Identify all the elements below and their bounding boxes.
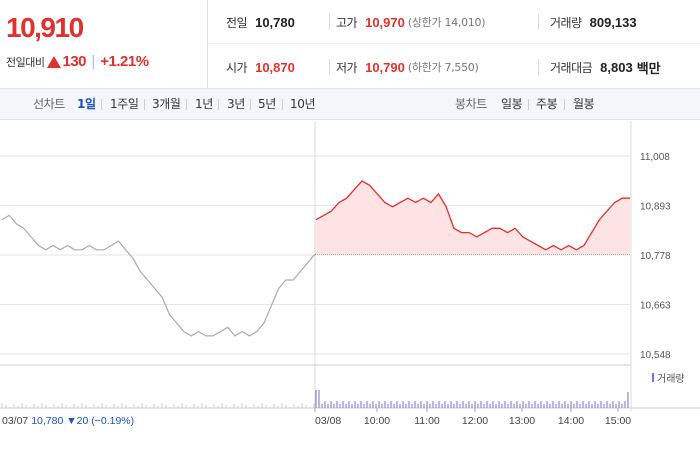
y-tick-label: 10,548 (640, 350, 671, 361)
separator (282, 99, 283, 110)
divider (329, 59, 330, 75)
x-tick-label: 12:00 (462, 415, 488, 427)
stats-panel: 전일 10,780 고가 10,970 (상한가 14,010) 거래량 809… (209, 0, 700, 89)
today-price-line (315, 180, 630, 251)
stat-unit: 백만 (636, 60, 661, 76)
current-price: 10,910 (6, 12, 84, 43)
y-tick-label: 11,008 (640, 152, 670, 163)
footer-readout: 03/07 10,780 ▼20 (−0.19%) (2, 415, 134, 427)
up-triangle-icon (47, 55, 62, 68)
period-1y-button[interactable]: 1년 (195, 97, 213, 111)
divider (538, 59, 539, 75)
candle-weekly-button[interactable]: 주봉 (536, 97, 558, 111)
x-tick-label: 14:00 (558, 415, 584, 427)
change-percent: +1.21% (100, 53, 149, 70)
stat-value: 10,970 (365, 14, 405, 30)
price-chart[interactable]: 11,008 10,893 10,778 10,663 10,548 거래량 03/08 10… (0, 121, 700, 450)
period-1d-button[interactable]: 1일 (77, 97, 96, 111)
stat-label: 고가 (336, 15, 358, 30)
current-price-box: 10,910 전일대비 130 | +1.21% (0, 0, 208, 89)
stat-label: 전일 (226, 15, 248, 30)
period-3m-button[interactable]: 3개월 (152, 97, 181, 111)
stat-prev-close: 전일 10,780 (226, 0, 295, 44)
separator (218, 99, 219, 110)
separator (250, 99, 251, 110)
separator (564, 99, 565, 110)
stat-low: 저가 10,790 (하한가 7,550) (336, 45, 479, 89)
x-tick-label: 11:00 (414, 415, 440, 427)
period-1w-button[interactable]: 1주일 (110, 97, 139, 111)
stat-label: 거래대금 (550, 60, 593, 75)
y-tick-label: 10,778 (640, 251, 671, 262)
change-label: 전일대비 (6, 55, 45, 69)
separator: | (91, 53, 96, 70)
period-10y-button[interactable]: 10년 (290, 97, 316, 111)
volume-legend-swatch (652, 373, 654, 382)
stat-value: 8,803 (600, 59, 633, 75)
period-5y-button[interactable]: 5년 (258, 97, 276, 111)
previous-day-line (1, 214, 316, 337)
separator (101, 99, 102, 110)
separator (528, 99, 529, 110)
separator (144, 99, 145, 110)
candle-monthly-button[interactable]: 월봉 (573, 97, 595, 111)
x-tick-label: 13:00 (509, 415, 535, 427)
volume-legend-label: 거래량 (657, 373, 685, 385)
stat-high: 고가 10,970 (상한가 14,010) (336, 0, 486, 44)
y-tick-label: 10,663 (640, 301, 671, 312)
change-amount: 130 (62, 53, 87, 70)
price-chart-svg: 11,008 10,893 10,778 10,663 10,548 거래량 03/08 10… (0, 121, 700, 427)
today-fill-area (316, 181, 630, 255)
period-3y-button[interactable]: 3년 (227, 97, 245, 111)
divider (329, 14, 330, 30)
stat-label: 저가 (336, 60, 358, 75)
stat-turnover: 거래대금 8,803 백만 (550, 45, 661, 89)
stat-label: 시가 (226, 60, 248, 75)
stat-label: 거래량 (550, 15, 582, 30)
candle-daily-button[interactable]: 일봉 (501, 97, 523, 111)
stat-value: 809,133 (589, 14, 637, 30)
stats-row-1: 전일 10,780 고가 10,970 (상한가 14,010) 거래량 809… (209, 0, 700, 44)
y-tick-label: 10,893 (640, 202, 671, 213)
stats-row-2: 시가 10,870 저가 10,790 (하한가 7,550) 거래대금 8,8… (209, 45, 700, 89)
x-tick-label: 03/08 (315, 415, 341, 427)
stat-note: (하한가 7,550) (407, 61, 479, 74)
x-tick-label: 10:00 (364, 415, 390, 427)
stat-volume: 거래량 809,133 (550, 0, 637, 44)
chart-toolbar: 선차트 1일 1주일 3개월 1년 3년 5년 10년 봉차트 일봉 주봉 월봉 (0, 89, 700, 120)
x-tick-label: 15:00 (605, 415, 631, 427)
price-change: 전일대비 130 | +1.21% (6, 53, 149, 70)
line-chart-label: 선차트 (33, 97, 65, 111)
candle-chart-label: 봉차트 (455, 97, 487, 111)
stat-note: (상한가 14,010) (407, 16, 486, 29)
stat-value: 10,870 (255, 59, 295, 75)
stat-open: 시가 10,870 (226, 45, 295, 89)
separator (186, 99, 187, 110)
divider (538, 14, 539, 30)
stat-value: 10,780 (255, 14, 295, 30)
quote-header: 10,910 전일대비 130 | +1.21% 전일 10,780 고가 10… (0, 0, 700, 89)
stat-value: 10,790 (365, 59, 405, 75)
